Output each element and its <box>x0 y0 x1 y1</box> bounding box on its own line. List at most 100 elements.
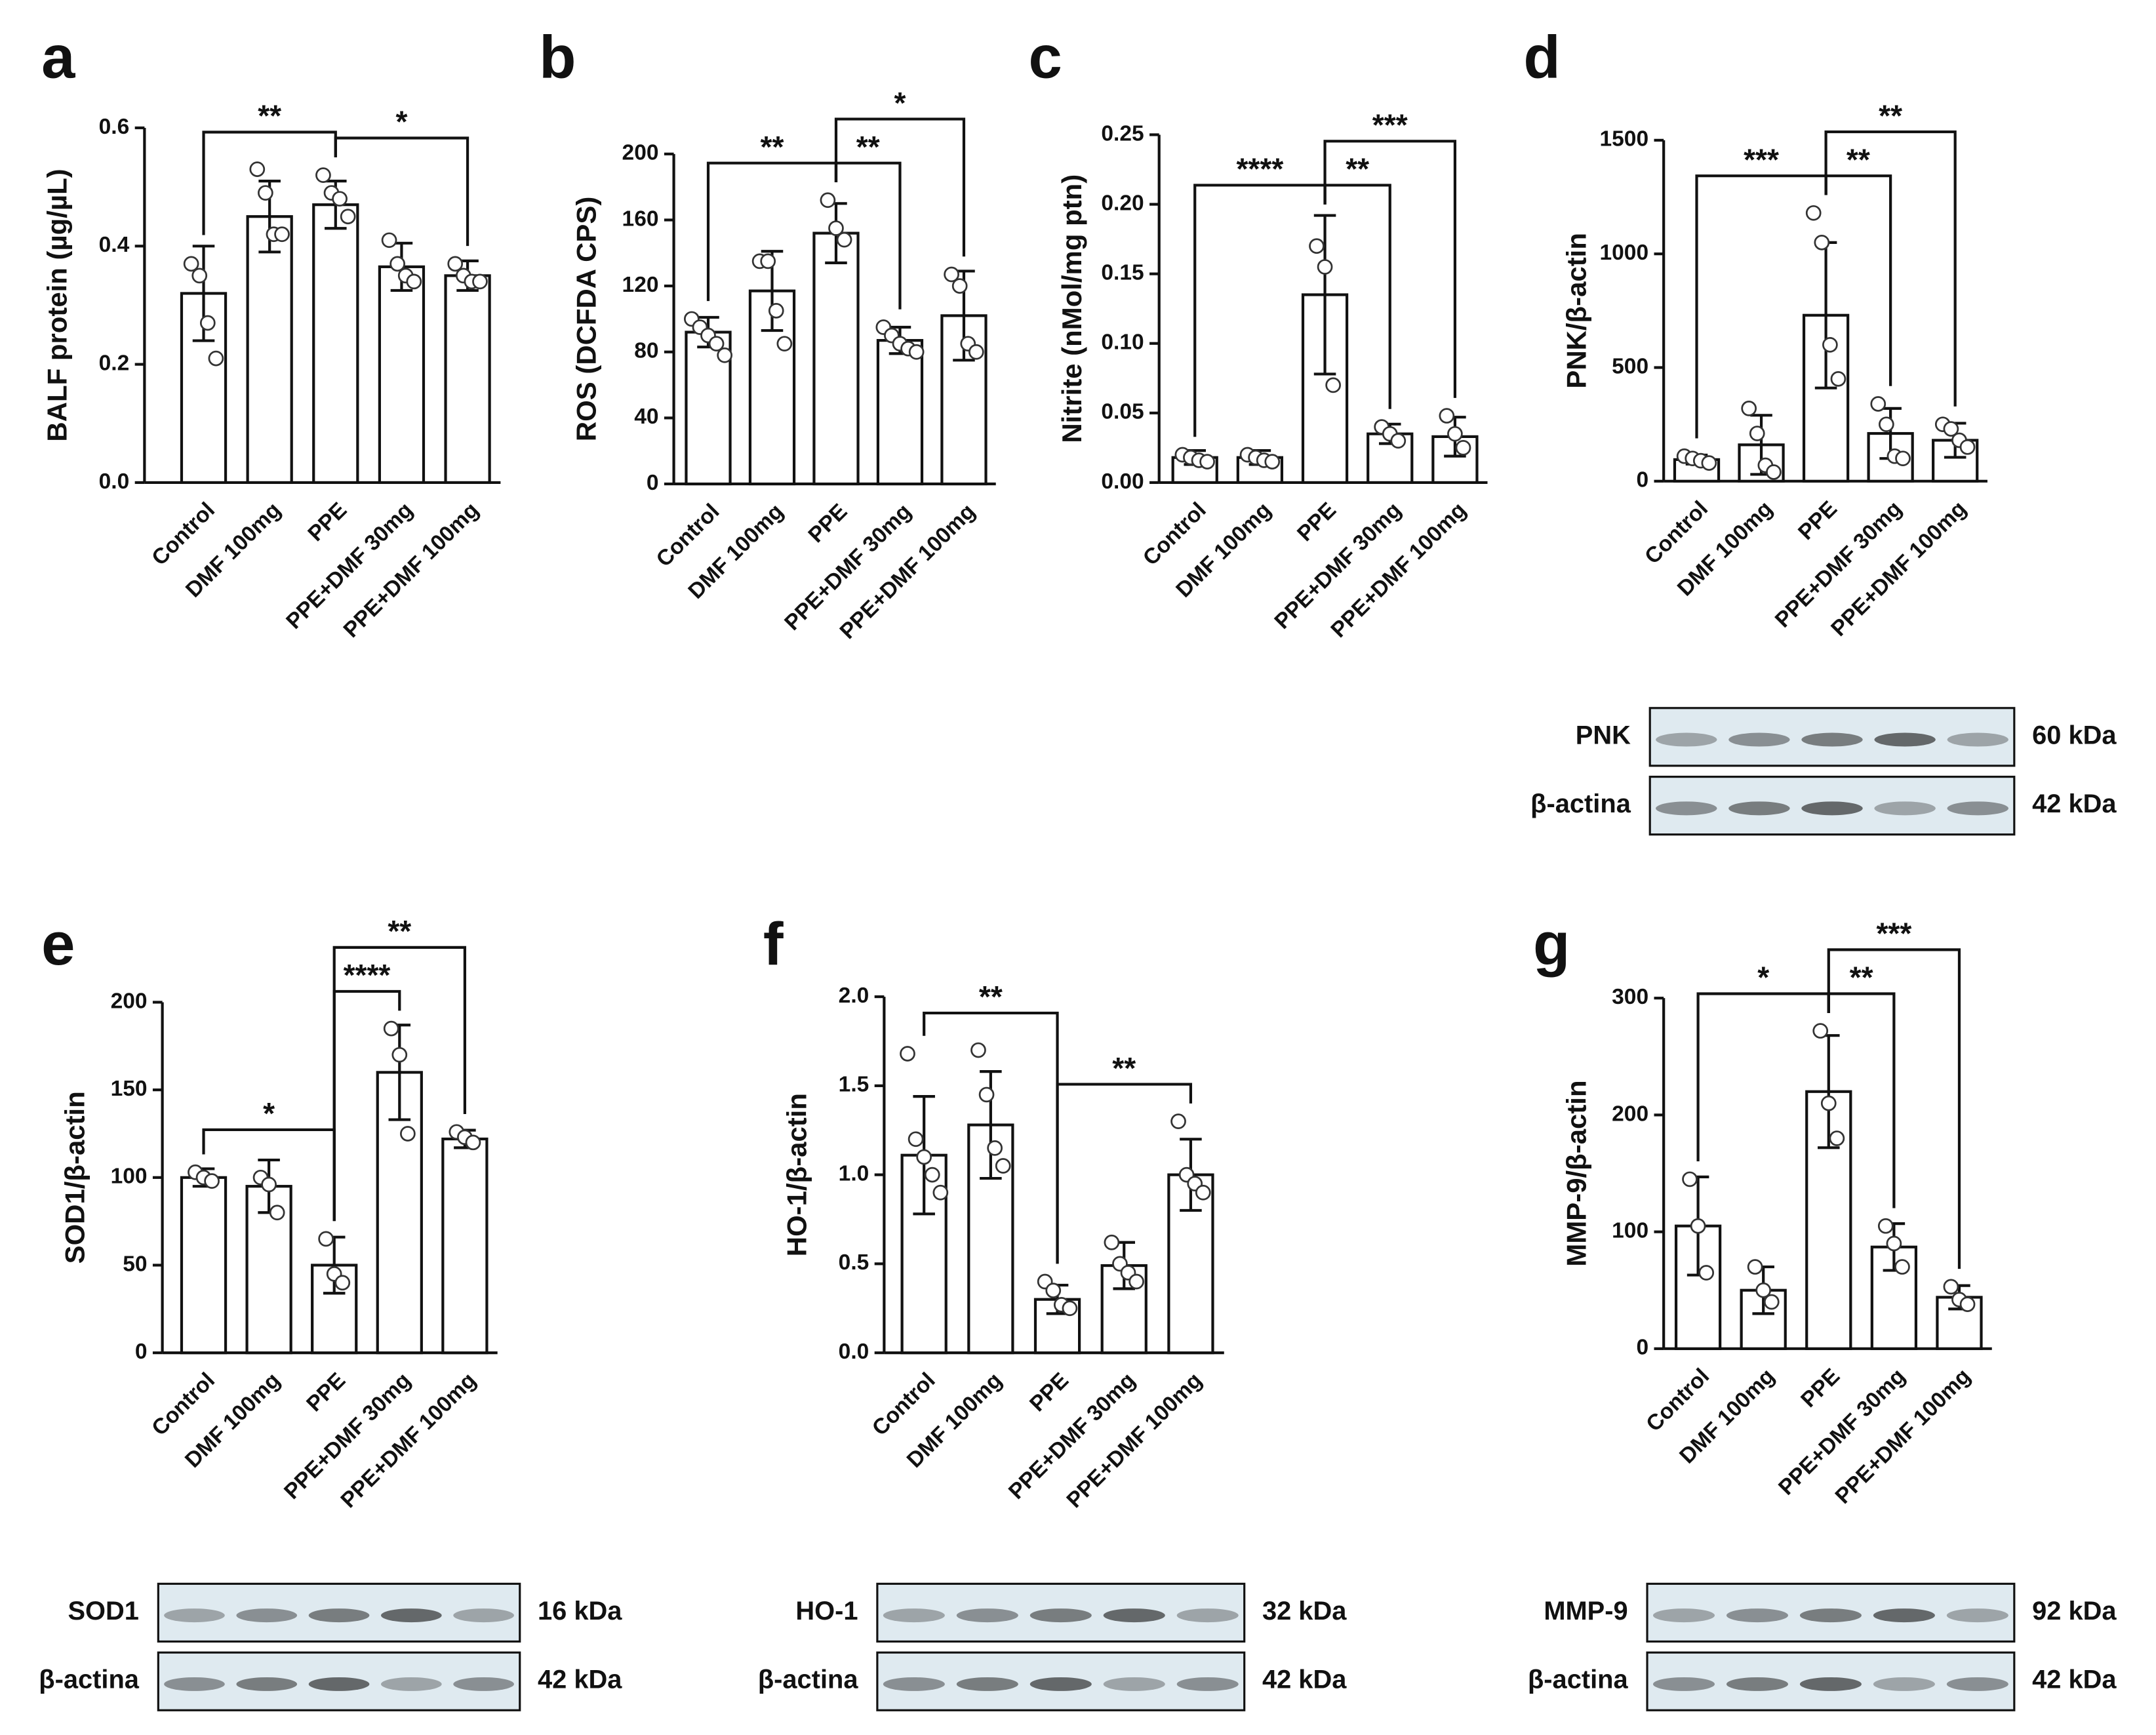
data-point <box>249 161 266 177</box>
x-tick-label: PPE <box>1797 1364 1845 1412</box>
y-axis-label: ROS (DCFDA CPS) <box>571 197 602 441</box>
data-point <box>1755 1282 1772 1298</box>
blot-band <box>164 1608 225 1623</box>
blot-band <box>1176 1677 1239 1691</box>
bar <box>1167 1173 1214 1355</box>
y-tick-label: 0.15 <box>1101 261 1144 285</box>
data-point <box>1766 464 1782 480</box>
significance-label: * <box>263 1096 275 1130</box>
blot-protein-label: β-actina <box>1530 789 1631 818</box>
blot-band <box>1947 801 2008 816</box>
y-axis-label: MMP-9/β-actin <box>1561 1080 1591 1266</box>
data-point <box>383 1020 399 1037</box>
data-point <box>400 1126 416 1142</box>
data-point <box>1814 235 1830 250</box>
bar <box>378 265 426 485</box>
data-point <box>199 315 216 331</box>
data-point <box>1830 370 1847 387</box>
blot-size-label: 42 kDa <box>2032 1665 2117 1694</box>
y-axis-label: HO-1/β-actin <box>781 1093 812 1256</box>
blot-band <box>1799 1608 1862 1623</box>
blot-size-label: 92 kDa <box>2032 1597 2117 1625</box>
x-tick-label: PPE <box>304 498 352 546</box>
bar <box>812 231 860 486</box>
significance-label: ** <box>388 914 411 948</box>
y-tick-label: 300 <box>1612 985 1648 1009</box>
blot-band <box>1726 1677 1788 1691</box>
blot-band <box>1103 1608 1165 1623</box>
data-point <box>1447 426 1463 442</box>
data-point <box>1959 439 1976 455</box>
data-point <box>315 167 331 183</box>
data-point <box>1943 1279 1959 1295</box>
data-point <box>1822 336 1838 353</box>
data-point <box>908 344 925 360</box>
y-tick-label: 0.00 <box>1101 469 1144 494</box>
blot-size-label: 42 kDa <box>2032 789 2117 818</box>
significance-label: ** <box>979 980 1003 1014</box>
blot-size-label: 16 kDa <box>538 1597 622 1625</box>
data-point <box>1264 454 1281 469</box>
blot-band <box>956 1677 1018 1691</box>
significance-bracket <box>1824 130 1957 407</box>
data-point <box>970 1042 986 1058</box>
significance-bracket <box>1056 1083 1193 1264</box>
y-tick-label: 1.0 <box>839 1161 869 1186</box>
data-point <box>924 1167 940 1183</box>
blot-protein-label: β-actina <box>758 1665 859 1694</box>
significance-label: **** <box>1236 152 1283 186</box>
blot-size-label: 42 kDa <box>1262 1665 1347 1694</box>
data-point <box>1199 454 1215 469</box>
blot-band <box>236 1608 298 1623</box>
bar <box>444 274 491 485</box>
y-tick-label: 150 <box>111 1077 148 1101</box>
data-point <box>1805 205 1822 221</box>
data-point <box>204 1173 220 1189</box>
blot-band <box>308 1677 370 1691</box>
data-point <box>1104 1234 1120 1250</box>
data-point <box>1943 421 1959 437</box>
data-point <box>944 266 959 283</box>
y-tick-label: 0 <box>1636 1336 1648 1360</box>
data-point <box>1690 1218 1706 1234</box>
y-tick-label: 1000 <box>1600 241 1649 265</box>
y-tick-label: 0.2 <box>99 351 130 375</box>
data-point <box>768 303 784 319</box>
significance-label: **** <box>344 958 391 992</box>
blot-size-label: 60 kDa <box>2032 721 2117 749</box>
panel-letter: b <box>539 23 576 91</box>
panel-letter: g <box>1533 909 1570 978</box>
data-point <box>1682 1171 1698 1187</box>
y-tick-label: 200 <box>111 989 148 1013</box>
blot-band <box>1652 1608 1715 1623</box>
data-point <box>820 192 836 209</box>
y-tick-label: 1.5 <box>839 1073 869 1097</box>
data-point <box>269 1205 285 1221</box>
blot-protein-label: β-actina <box>1528 1665 1629 1694</box>
y-tick-label: 120 <box>622 273 659 297</box>
blot-band <box>1728 801 1790 816</box>
x-tick-label: PPE <box>1292 498 1341 546</box>
data-point <box>1390 433 1407 449</box>
y-tick-label: 200 <box>622 141 659 165</box>
panel-letter: f <box>763 909 784 978</box>
y-tick-label: 0.4 <box>99 233 130 257</box>
y-tick-label: 0.0 <box>839 1340 869 1364</box>
panel-letter: e <box>41 909 75 978</box>
blot-band <box>1656 801 1717 816</box>
significance-label: ** <box>1847 142 1870 176</box>
data-point <box>932 1184 949 1201</box>
x-tick-label: PPE+DMF 30mg <box>1004 1368 1140 1504</box>
data-point <box>1877 1218 1894 1234</box>
y-tick-label: 0.25 <box>1101 121 1144 146</box>
data-point <box>208 350 224 367</box>
blot-band <box>453 1677 514 1691</box>
blot-protein-label: HO-1 <box>795 1597 858 1625</box>
bar <box>180 1176 228 1355</box>
data-point <box>1062 1300 1078 1317</box>
blot-size-label: 32 kDa <box>1262 1597 1347 1625</box>
y-tick-label: 80 <box>634 339 658 363</box>
data-point <box>1959 1296 1976 1312</box>
data-point <box>1701 455 1717 471</box>
significance-label: ** <box>856 130 880 164</box>
